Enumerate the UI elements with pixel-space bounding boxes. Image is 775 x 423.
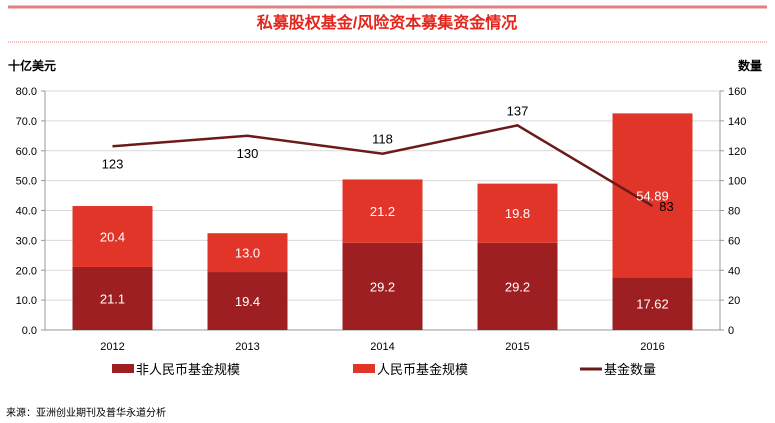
bar-data-label: 19.8	[505, 206, 530, 221]
bar-non-rmb	[612, 277, 693, 330]
y-tick-label: 30.0	[16, 235, 37, 247]
y2-tick-label: 80	[728, 206, 740, 218]
y2-tick-label: 0	[728, 325, 734, 337]
bar-data-label: 13.0	[235, 246, 260, 261]
legend-label: 非人民币基金规模	[136, 362, 240, 377]
y2-tick-label: 20	[728, 295, 740, 307]
x-tick-label: 2013	[235, 341, 259, 353]
y-tick-label: 50.0	[16, 176, 37, 188]
y2-tick-label: 60	[728, 235, 740, 247]
y2-tick-label: 120	[728, 146, 746, 158]
y-tick-label: 60.0	[16, 146, 37, 158]
bar-non-rmb	[207, 272, 288, 330]
bar-data-label: 29.2	[505, 279, 530, 294]
bar-non-rmb	[477, 242, 558, 330]
x-tick-label: 2014	[370, 341, 394, 353]
bar-rmb	[612, 113, 693, 278]
y-tick-label: 0.0	[22, 325, 37, 337]
y-tick-label: 10.0	[16, 295, 37, 307]
legend-swatch	[353, 364, 375, 373]
bar-data-label: 20.4	[100, 229, 125, 244]
y2-tick-label: 100	[728, 176, 746, 188]
bar-data-label: 21.1	[100, 291, 125, 306]
bar-rmb	[207, 233, 288, 273]
y2-tick-label: 160	[728, 86, 746, 98]
bar-data-label: 54.89	[636, 188, 669, 203]
x-tick-label: 2016	[640, 341, 664, 353]
y-tick-label: 80.0	[16, 86, 37, 98]
bar-data-label: 19.4	[235, 294, 260, 309]
line-data-label: 137	[507, 103, 529, 118]
y-tick-label: 40.0	[16, 206, 37, 218]
source-note: 来源：亚洲创业期刊及普华永道分析	[6, 406, 166, 419]
y-tick-label: 20.0	[16, 265, 37, 277]
line-data-label: 123	[102, 156, 124, 171]
line-data-label: 118	[372, 132, 393, 147]
y-tick-label: 70.0	[16, 116, 37, 128]
chart-title: 私募股权基金/风险资本募集资金情况	[257, 13, 517, 32]
legend-label: 人民币基金规模	[377, 362, 468, 377]
y-axis-label: 十亿美元	[8, 58, 56, 73]
bar-data-label: 21.2	[370, 204, 395, 219]
bar-rmb	[72, 206, 153, 267]
y2-tick-label: 40	[728, 265, 740, 277]
bar-rmb	[342, 179, 423, 243]
y2-tick-label: 140	[728, 116, 746, 128]
line-fund-count	[112, 124, 654, 208]
bar-non-rmb	[72, 266, 153, 330]
bar-rmb	[477, 183, 558, 243]
line-data-label: 83	[659, 199, 673, 214]
bar-non-rmb	[342, 242, 423, 330]
bar-data-label: 29.2	[370, 279, 395, 294]
y2-axis-label: 数量	[738, 58, 762, 73]
bar-data-label: 17.62	[636, 297, 669, 312]
legend-swatch	[112, 364, 134, 373]
legend-label: 基金数量	[604, 362, 656, 377]
line-data-label: 130	[237, 146, 259, 161]
x-tick-label: 2015	[505, 341, 529, 353]
x-tick-label: 2012	[100, 341, 124, 353]
